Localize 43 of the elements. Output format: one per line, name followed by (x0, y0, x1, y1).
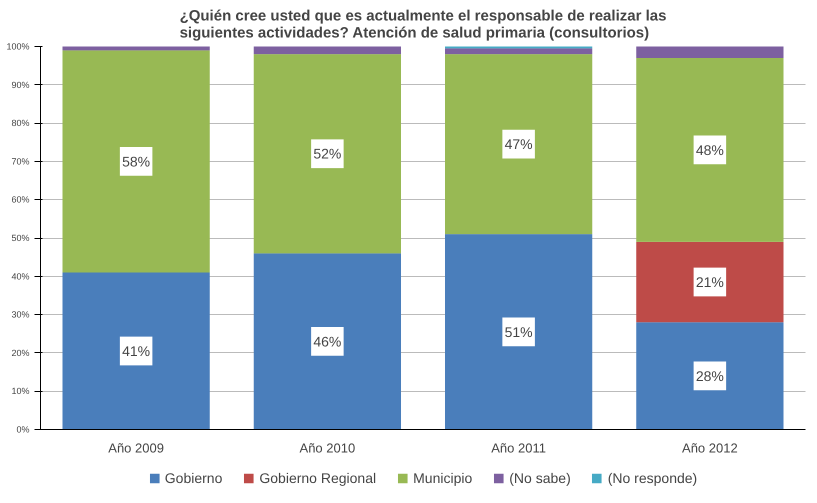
bar (636, 242, 784, 322)
y-tick-label: 20% (11, 348, 30, 358)
y-tick-label: 10% (11, 386, 30, 396)
legend-label: Gobierno Regional (259, 470, 376, 486)
bar (62, 46, 210, 50)
data-label: 21% (696, 274, 724, 290)
bar (62, 50, 210, 272)
y-tick-label: 100% (6, 42, 30, 52)
bar (444, 54, 592, 234)
bar (254, 253, 402, 430)
y-tick-label: 30% (11, 310, 30, 320)
bar (444, 234, 592, 430)
bar (254, 46, 402, 54)
data-label: 47% (504, 136, 533, 152)
y-tick-label: 70% (11, 156, 30, 166)
legend-label: Gobierno (164, 470, 222, 486)
y-tick-label: 80% (11, 118, 30, 128)
x-tick-label: Año 2010 (300, 440, 356, 456)
bar (636, 46, 784, 58)
bar (636, 58, 784, 242)
bar (444, 48, 592, 54)
x-tick-label: Año 2012 (682, 440, 738, 456)
bar (62, 272, 210, 430)
data-label: 46% (313, 333, 342, 350)
x-tick-label: Año 2011 (491, 440, 546, 456)
y-tick-label: 0% (16, 424, 30, 434)
y-tick-label: 90% (11, 80, 30, 90)
data-label: 48% (696, 142, 724, 158)
chart-title: ¿Quién cree usted que es actualmente el responsable de realizar las siguientes actividades? Atención de salud primaria (consultorios) (180, 8, 666, 42)
y-tick-label: 60% (11, 194, 30, 205)
data-label: 52% (313, 146, 342, 162)
bar (254, 54, 402, 254)
bar (636, 322, 784, 430)
y-tick-label: 50% (11, 233, 30, 243)
legend-label: (No responde) (608, 470, 698, 486)
legend-label: Municipio (413, 470, 472, 486)
data-label: 28% (696, 368, 724, 384)
data-label: 58% (122, 153, 150, 170)
data-label: 41% (122, 342, 150, 359)
data-label: 51% (504, 324, 533, 340)
legend-label: (No sabe) (509, 470, 571, 486)
x-tick-label: Año 2009 (108, 440, 164, 456)
y-tick-label: 40% (11, 271, 30, 282)
